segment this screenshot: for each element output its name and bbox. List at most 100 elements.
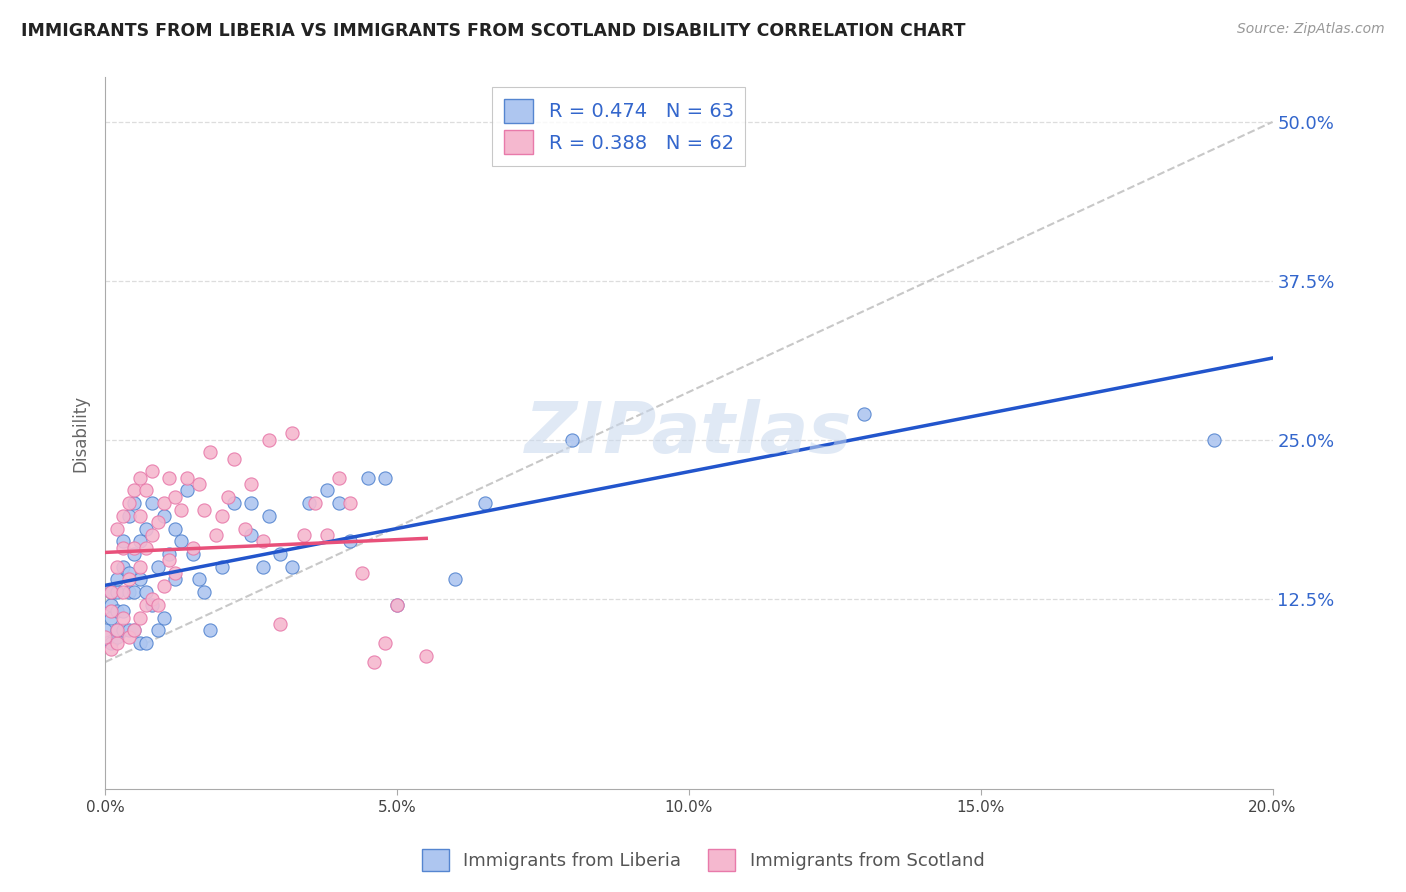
Point (257, 433, 280, 447)
Point (111, 585, 134, 599)
Text: Source: ZipAtlas.com: Source: ZipAtlas.com (1237, 22, 1385, 37)
Text: IMMIGRANTS FROM LIBERIA VS IMMIGRANTS FROM SCOTLAND DISABILITY CORRELATION CHART: IMMIGRANTS FROM LIBERIA VS IMMIGRANTS FR… (21, 22, 966, 40)
Point (100, 585, 122, 599)
Point (339, 534, 361, 549)
Point (444, 573, 467, 587)
Point (117, 585, 139, 599)
Point (105, 559, 128, 574)
Point (111, 624, 134, 638)
Point (357, 471, 380, 485)
Point (157, 553, 180, 567)
Point (100, 636, 122, 650)
Point (328, 496, 350, 510)
Point (129, 636, 152, 650)
Point (257, 508, 280, 523)
Point (165, 522, 187, 536)
Point (135, 483, 157, 498)
Point (193, 585, 215, 599)
Point (105, 624, 128, 638)
Point (298, 496, 321, 510)
Y-axis label: Disability: Disability (72, 395, 89, 472)
Point (94, 624, 117, 638)
Point (152, 579, 174, 593)
Point (200, 624, 222, 638)
Point (117, 508, 139, 523)
Point (129, 508, 152, 523)
Point (181, 541, 204, 555)
Point (111, 508, 134, 523)
Point (105, 522, 128, 536)
Point (135, 541, 157, 555)
Point (105, 604, 128, 618)
Point (117, 624, 139, 638)
Point (152, 508, 174, 523)
Point (187, 477, 209, 491)
Point (474, 496, 496, 510)
Legend: R = 0.474   N = 63, R = 0.388   N = 62: R = 0.474 N = 63, R = 0.388 N = 62 (492, 87, 745, 166)
Point (124, 547, 146, 561)
Point (111, 559, 134, 574)
Point (1204, 433, 1226, 447)
Point (152, 496, 174, 510)
Point (124, 624, 146, 638)
Point (222, 451, 245, 466)
Point (146, 598, 169, 612)
Point (561, 433, 583, 447)
Point (240, 528, 263, 542)
Point (200, 445, 222, 459)
Point (176, 483, 198, 498)
Point (415, 648, 437, 663)
Point (181, 547, 204, 561)
Point (157, 471, 180, 485)
Point (240, 477, 263, 491)
Point (135, 598, 157, 612)
Point (328, 471, 350, 485)
Point (165, 573, 187, 587)
Point (385, 598, 408, 612)
Point (117, 566, 139, 580)
Point (211, 508, 233, 523)
Point (135, 585, 157, 599)
Point (304, 496, 326, 510)
Point (176, 471, 198, 485)
Point (146, 559, 169, 574)
Point (146, 624, 169, 638)
Point (100, 585, 122, 599)
Point (129, 559, 152, 574)
Point (205, 528, 228, 542)
Point (141, 464, 163, 478)
Point (111, 610, 134, 624)
Point (252, 534, 274, 549)
Point (105, 585, 128, 599)
Point (117, 496, 139, 510)
Point (170, 502, 193, 516)
Point (117, 573, 139, 587)
Point (374, 636, 396, 650)
Text: ZIPatlas: ZIPatlas (526, 399, 852, 467)
Point (152, 610, 174, 624)
Point (233, 522, 256, 536)
Point (100, 604, 122, 618)
Point (111, 534, 134, 549)
Point (124, 496, 146, 510)
Point (339, 496, 361, 510)
Point (105, 573, 128, 587)
Point (111, 541, 134, 555)
Point (222, 496, 245, 510)
Point (135, 636, 157, 650)
Point (105, 624, 128, 638)
Point (129, 534, 152, 549)
Point (385, 598, 408, 612)
Point (281, 559, 304, 574)
Point (165, 490, 187, 504)
Point (374, 471, 396, 485)
Point (157, 547, 180, 561)
Point (252, 559, 274, 574)
Point (292, 528, 315, 542)
Point (170, 534, 193, 549)
Point (141, 496, 163, 510)
Point (269, 616, 291, 631)
Point (117, 630, 139, 644)
Point (105, 630, 128, 644)
Point (100, 598, 122, 612)
